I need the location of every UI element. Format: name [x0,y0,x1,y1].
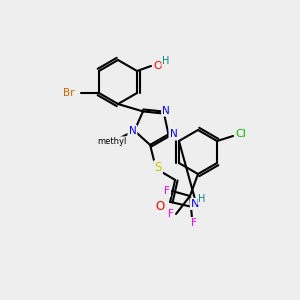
Text: O: O [154,61,162,71]
Text: S: S [154,161,162,174]
Text: F: F [164,186,170,196]
Text: N: N [169,129,177,139]
Text: N: N [128,126,136,136]
Text: Cl: Cl [236,129,247,139]
Text: F: F [168,209,174,219]
Text: methyl: methyl [98,137,127,146]
Text: H: H [198,194,206,204]
Text: F: F [191,218,197,228]
Text: N: N [162,106,170,116]
Text: O: O [155,200,165,213]
Text: N: N [191,199,199,209]
Text: Br: Br [63,88,75,98]
Text: H: H [162,56,170,66]
